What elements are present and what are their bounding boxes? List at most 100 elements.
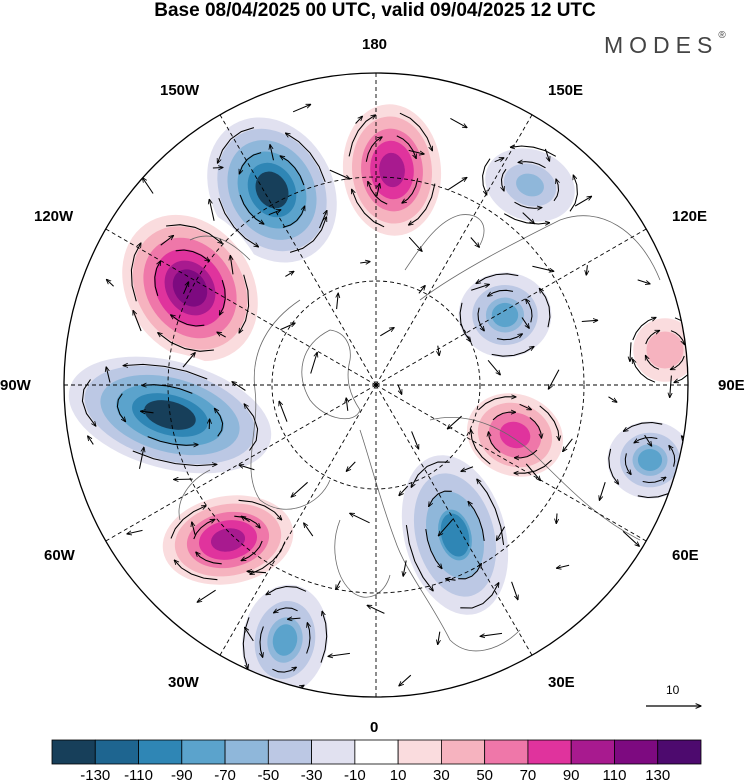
wind-arrow <box>581 320 598 321</box>
wind-arrow <box>182 353 195 368</box>
wind-arrow <box>88 436 94 445</box>
wind-arrow <box>218 127 255 164</box>
wind-arrow <box>279 401 288 422</box>
wind-arrow <box>337 293 339 310</box>
wind-arrow <box>197 589 216 602</box>
wind-arrow <box>399 674 412 686</box>
colorbar-swatch <box>397 739 442 765</box>
brand-name: MODES <box>604 32 719 58</box>
wind-arrow <box>170 506 206 539</box>
wind-arrow <box>116 393 125 422</box>
colorbar-swatch <box>267 739 313 765</box>
wind-arrow <box>522 212 535 224</box>
cyclone-15E <box>389 437 521 633</box>
wind-arrow <box>503 213 550 224</box>
wind-arrow <box>494 158 504 163</box>
wind-arrow <box>477 479 505 545</box>
wind-arrow <box>127 529 143 534</box>
wind-arrow <box>239 274 250 333</box>
wind-arrow <box>260 626 264 658</box>
wind-arrow <box>510 146 557 157</box>
wind-arrow <box>230 256 234 275</box>
wind-arrow <box>670 330 685 345</box>
longitude-label-30w: 30W <box>168 674 199 691</box>
wind-arrow <box>633 359 656 383</box>
wind-arrow <box>608 396 617 402</box>
wind-arrow <box>247 571 267 572</box>
wind-arrow <box>482 158 491 195</box>
wind-arrow <box>477 307 484 331</box>
wind-arrow <box>674 359 688 383</box>
wind-arrow <box>193 519 215 540</box>
wind-arrow <box>367 605 385 614</box>
wind-arrow <box>399 485 409 496</box>
wind-arrow <box>245 627 254 642</box>
wind-arrow <box>304 523 314 537</box>
wind-arrow <box>346 461 356 471</box>
meridian-line <box>375 114 533 386</box>
wind-arrow <box>446 579 456 580</box>
wind-arrow <box>519 403 532 409</box>
wind-arrow <box>518 162 546 169</box>
wind-arrow <box>642 477 666 484</box>
wind-arrow <box>526 299 533 323</box>
wind-arrow <box>141 411 154 413</box>
anomaly-core <box>172 269 208 307</box>
colorbar-swatch <box>138 739 183 765</box>
wind-arrow <box>232 382 246 391</box>
wind-arrow <box>544 148 549 161</box>
wind-arrow <box>532 265 553 271</box>
wind-arrow <box>470 237 480 248</box>
wind-arrow <box>492 412 516 421</box>
anomaly-core <box>255 171 289 209</box>
longitude-label-120e: 120E <box>672 208 708 225</box>
wind-arrow <box>320 611 328 663</box>
coastlines <box>178 214 661 652</box>
wind-arrow <box>133 311 142 332</box>
longitude-label-30e: 30E <box>548 674 575 691</box>
wind-arrow <box>623 421 663 432</box>
cyclone-120E <box>445 260 565 370</box>
wind-arrow <box>306 623 310 654</box>
colorbar-swatch <box>657 739 702 765</box>
anomaly-core <box>210 528 246 552</box>
wind-arrow <box>669 446 676 467</box>
anomaly-core <box>502 423 528 447</box>
wind-arrow <box>319 211 327 229</box>
meridian-line <box>105 228 377 386</box>
colorbar-swatch <box>181 739 226 765</box>
wind-arrow <box>280 323 295 331</box>
wind-arrow <box>286 133 326 182</box>
wind-arrow <box>132 450 217 466</box>
colorbar-tick-label: -30 <box>301 767 323 783</box>
wind-arrow <box>460 583 499 609</box>
longitude-label-60e: 60E <box>672 547 699 564</box>
anomaly-core <box>272 624 298 656</box>
wind-arrow <box>239 194 264 224</box>
colorbar-swatch <box>484 739 529 765</box>
colorbar-swatch <box>51 739 96 765</box>
meridian-line <box>219 384 377 656</box>
wind-arrow <box>514 449 538 458</box>
wind-arrow <box>143 178 154 194</box>
wind-arrow <box>478 397 516 411</box>
wind-arrow <box>514 201 542 208</box>
wind-arrow <box>408 236 422 251</box>
wind-arrow <box>511 581 518 600</box>
wind-arrow <box>154 261 161 297</box>
colorbar-swatch <box>224 739 269 765</box>
wind-arrow <box>160 236 174 246</box>
wind-arrow <box>220 279 226 315</box>
colorbar-tick-label: 90 <box>563 767 580 783</box>
wind-arrow <box>285 271 294 277</box>
wind-arrow <box>174 560 218 581</box>
anticyclone-180 <box>333 92 451 248</box>
wind-arrow <box>645 331 660 345</box>
wind-arrow <box>496 334 522 341</box>
wind-arrow <box>644 434 652 446</box>
wind-arrow <box>397 384 402 394</box>
colorbar-tick-label: -90 <box>171 767 193 783</box>
geopotential-anomaly-field <box>64 73 688 697</box>
wind-arrow <box>599 482 606 500</box>
longitude-label-180: 180 <box>362 36 388 53</box>
